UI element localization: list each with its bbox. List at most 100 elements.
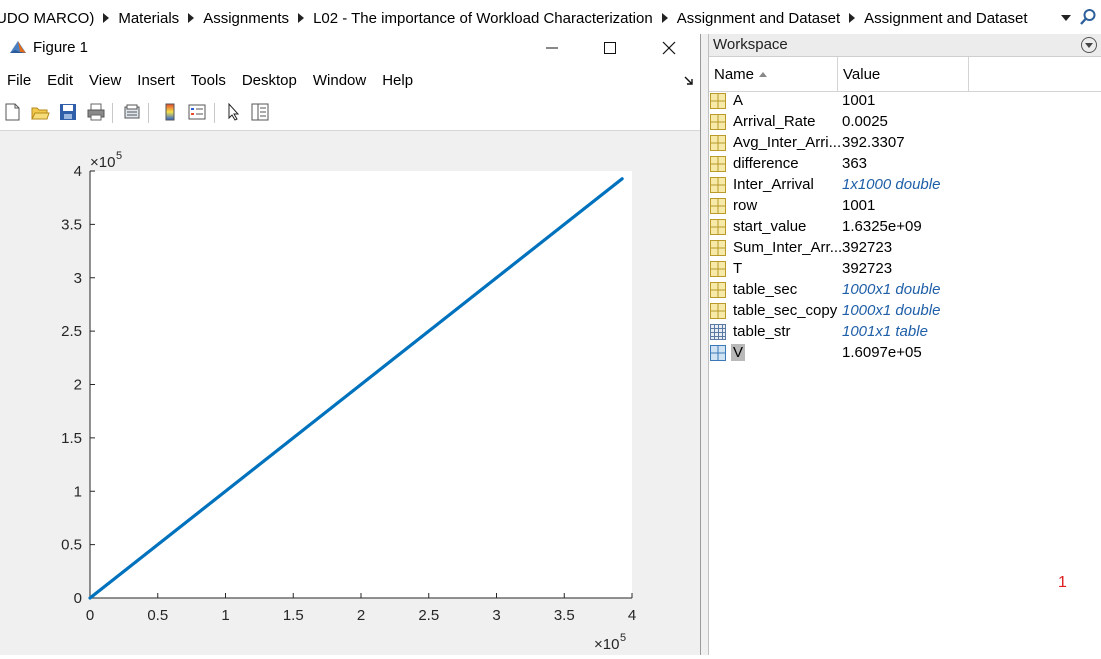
figure-titlebar[interactable]: Figure 1	[0, 34, 700, 62]
search-button[interactable]	[1078, 6, 1098, 28]
breadcrumb-separator-icon	[103, 13, 110, 23]
variable-value: 1x1000 double	[842, 176, 941, 193]
toolbar-divider	[148, 103, 149, 123]
new-figure-icon	[5, 103, 20, 121]
matlab-logo-icon	[10, 41, 26, 53]
figure-toolbar	[0, 96, 700, 131]
variable-name: start_value	[733, 218, 807, 235]
figure-window: Figure 1 File Edit View Insert Tools Desktop W…	[0, 34, 701, 655]
menu-view[interactable]: View	[89, 72, 122, 89]
maximize-button[interactable]	[587, 34, 633, 62]
variable-row[interactable]: row 1001	[709, 196, 1101, 217]
x-exponent-label: ×10	[594, 636, 619, 653]
variable-name: table_sec	[733, 281, 798, 298]
menu-help[interactable]: Help	[382, 72, 414, 89]
open-button[interactable]	[29, 101, 51, 123]
numeric-array-icon	[710, 282, 726, 298]
figure-menubar: File Edit View Insert Tools Desktop Window Help	[0, 70, 421, 92]
column-header-value-label: Value	[843, 66, 881, 83]
variable-value: 1000x1 double	[842, 281, 941, 298]
address-dropdown-button[interactable]	[1056, 9, 1076, 27]
menu-tools[interactable]: Tools	[190, 72, 226, 89]
numeric-array-icon	[710, 177, 726, 193]
variable-row[interactable]: Arrival_Rate 0.0025	[709, 112, 1101, 133]
insert-legend-button[interactable]	[186, 101, 208, 123]
variable-row[interactable]: start_value 1.6325e+09	[709, 217, 1101, 238]
link-plot-icon	[124, 104, 140, 119]
close-button[interactable]	[646, 34, 692, 62]
column-header-name[interactable]: Name	[709, 57, 838, 91]
variable-row[interactable]: A 1001	[709, 91, 1101, 112]
numeric-array-icon	[710, 303, 726, 319]
figure-title: Figure 1	[33, 39, 89, 56]
save-button[interactable]	[57, 101, 79, 123]
panel-divider[interactable]	[701, 34, 709, 655]
breadcrumb[interactable]: UDO MARCO) Materials Assignments L02 - The …	[0, 8, 1032, 28]
breadcrumb-item[interactable]: Assignment and Dataset	[864, 9, 1028, 27]
minimize-icon	[546, 47, 558, 49]
property-inspector-button[interactable]	[249, 101, 271, 123]
menu-desktop[interactable]: Desktop	[241, 72, 297, 89]
breadcrumb-item[interactable]: Materials	[118, 9, 180, 27]
variable-row[interactable]: difference 363	[709, 154, 1101, 175]
insert-colorbar-button[interactable]	[159, 101, 181, 123]
variable-row[interactable]: V 1.6097e+05	[709, 343, 1101, 364]
variable-name: Avg_Inter_Arri...	[733, 134, 842, 151]
legend-icon	[188, 104, 206, 120]
close-icon	[662, 41, 676, 55]
variable-row[interactable]: table_str 1001x1 table	[709, 322, 1101, 343]
variable-row[interactable]: Sum_Inter_Arr... 392723	[709, 238, 1101, 259]
maximize-icon	[604, 42, 616, 54]
variable-row[interactable]: table_sec 1000x1 double	[709, 280, 1101, 301]
workspace-actions-button[interactable]	[1081, 37, 1097, 53]
menu-window[interactable]: Window	[312, 72, 367, 89]
address-bar[interactable]: UDO MARCO) Materials Assignments L02 - The …	[0, 0, 1101, 35]
variable-value: 1001x1 table	[842, 323, 928, 340]
scatter-plot[interactable]: 0 0.5 1 1.5 2 2.5 3 3.5 400.511.522.533.54×10 5×1…	[0, 131, 700, 655]
column-header-name-label: Name	[714, 66, 755, 83]
edit-plot-arrow-icon	[228, 102, 240, 121]
menu-file[interactable]: File	[7, 72, 32, 89]
variable-row[interactable]: T 392723	[709, 259, 1101, 280]
x-tick-label: 0.5	[147, 607, 168, 624]
variable-name: table_str	[733, 323, 791, 340]
column-header-value[interactable]: Value	[838, 57, 969, 91]
x-exponent-power: 5	[620, 632, 626, 644]
open-icon	[31, 107, 50, 120]
breadcrumb-separator-icon	[298, 13, 305, 23]
y-tick-label: 4	[74, 163, 82, 180]
new-figure-button[interactable]	[1, 101, 23, 123]
numeric-array-icon	[710, 240, 726, 256]
numeric-array-icon	[710, 198, 726, 214]
breadcrumb-item[interactable]: Assignment and Dataset	[676, 9, 841, 27]
menu-edit[interactable]: Edit	[47, 72, 74, 89]
variable-value: 1001	[842, 197, 876, 214]
x-tick-label: 3	[492, 607, 500, 624]
dock-arrow-icon[interactable]	[682, 74, 696, 88]
breadcrumb-item[interactable]: UDO MARCO)	[0, 9, 95, 27]
colorbar-icon	[165, 103, 175, 121]
stray-marker: 1	[1058, 574, 1067, 591]
variable-value: 1.6325e+09	[842, 218, 922, 235]
variable-value: 1001	[842, 92, 876, 109]
edit-plot-button[interactable]	[223, 101, 245, 123]
x-tick-label: 0	[86, 607, 94, 624]
x-tick-label: 2	[357, 607, 365, 624]
y-tick-label: 1	[74, 483, 82, 500]
breadcrumb-item[interactable]: Assignments	[203, 9, 290, 27]
menu-insert[interactable]: Insert	[137, 72, 175, 89]
variable-row[interactable]: Inter_Arrival 1x1000 double	[709, 175, 1101, 196]
y-exponent-power: 5	[116, 150, 122, 162]
table-icon	[710, 324, 726, 340]
y-tick-label: 2.5	[61, 323, 82, 340]
variable-row[interactable]: table_sec_copy 1000x1 double	[709, 301, 1101, 322]
variable-row[interactable]: Avg_Inter_Arri... 392.3307	[709, 133, 1101, 154]
minimize-button[interactable]	[529, 34, 575, 62]
numeric-array-icon	[710, 135, 726, 151]
print-button[interactable]	[85, 101, 107, 123]
property-inspector-icon	[251, 103, 269, 121]
breadcrumb-item[interactable]: L02 - The importance of Workload Charact…	[313, 9, 653, 27]
toolbar-divider	[214, 103, 215, 123]
variable-name: Sum_Inter_Arr...	[733, 239, 843, 256]
link-plot-button[interactable]	[121, 101, 143, 123]
